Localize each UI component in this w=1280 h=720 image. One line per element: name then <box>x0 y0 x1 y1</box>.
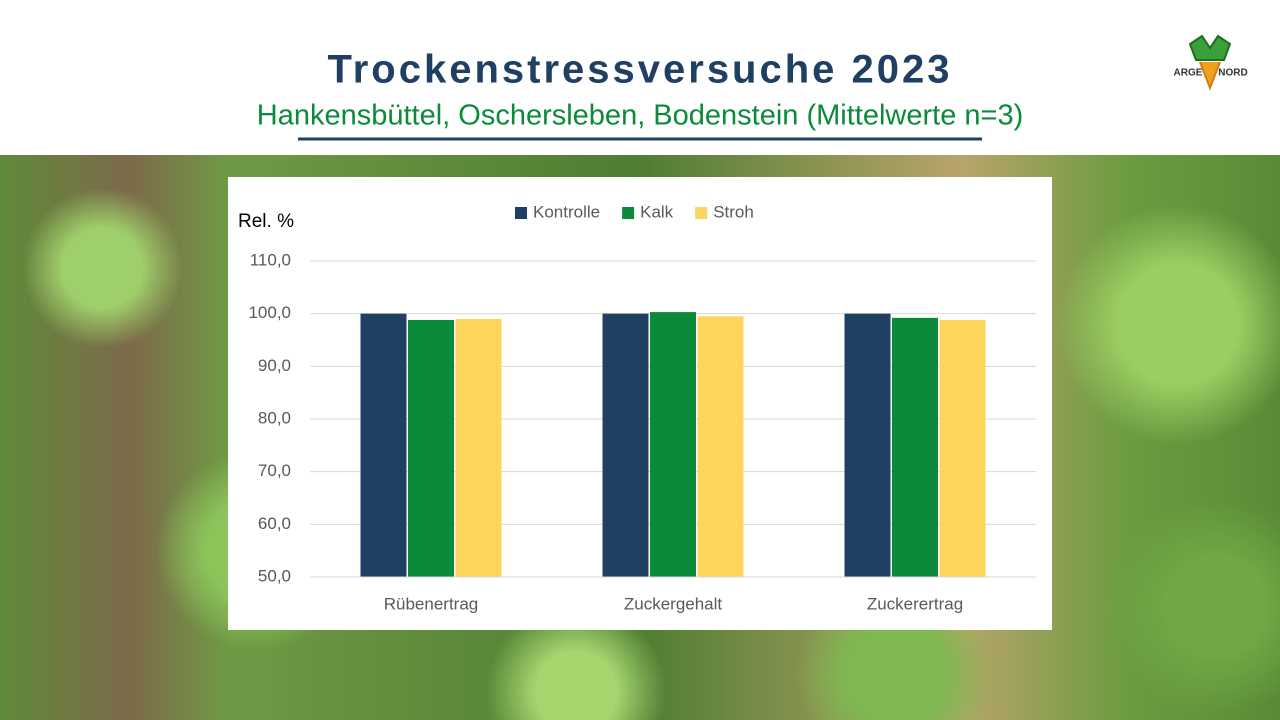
logo-carrot <box>1199 61 1221 91</box>
bar <box>650 312 696 577</box>
chart-title: Trockenstressversuche 2023 <box>327 48 952 92</box>
y-axis-label: Rel. % <box>238 211 294 232</box>
bar <box>455 318 502 577</box>
bar <box>360 313 407 577</box>
bar <box>939 319 986 577</box>
y-tick-label: 110,0 <box>250 250 291 269</box>
legend-label: Stroh <box>713 202 754 221</box>
logo-leaves <box>1188 34 1232 61</box>
y-tick-label: 80,0 <box>258 408 291 427</box>
legend-label: Kalk <box>640 202 674 221</box>
chart-subtitle: Hankensbüttel, Oschersleben, Bodenstein … <box>257 100 1024 132</box>
legend-swatch <box>695 207 708 219</box>
bar <box>844 313 891 577</box>
x-tick-label: Rübenertrag <box>384 594 479 613</box>
y-tick-label: 90,0 <box>258 356 291 375</box>
logo-text: ARGE <box>1174 68 1203 79</box>
x-tick-label: Zuckergehalt <box>624 594 723 613</box>
bar <box>602 313 649 577</box>
bar <box>408 319 454 577</box>
y-tick-label: 100,0 <box>248 303 291 322</box>
x-tick-label: Zuckerertrag <box>867 594 963 613</box>
logo: ARGE NORD <box>1174 34 1248 91</box>
y-tick-label: 50,0 <box>258 566 291 585</box>
legend-swatch <box>515 207 527 219</box>
bar <box>892 317 938 577</box>
y-tick-label: 60,0 <box>258 514 291 533</box>
bar <box>697 316 744 577</box>
y-tick-label: 70,0 <box>258 461 291 480</box>
logo-text: NORD <box>1218 68 1247 79</box>
legend-label: Kontrolle <box>533 202 600 221</box>
legend-swatch <box>622 207 635 219</box>
